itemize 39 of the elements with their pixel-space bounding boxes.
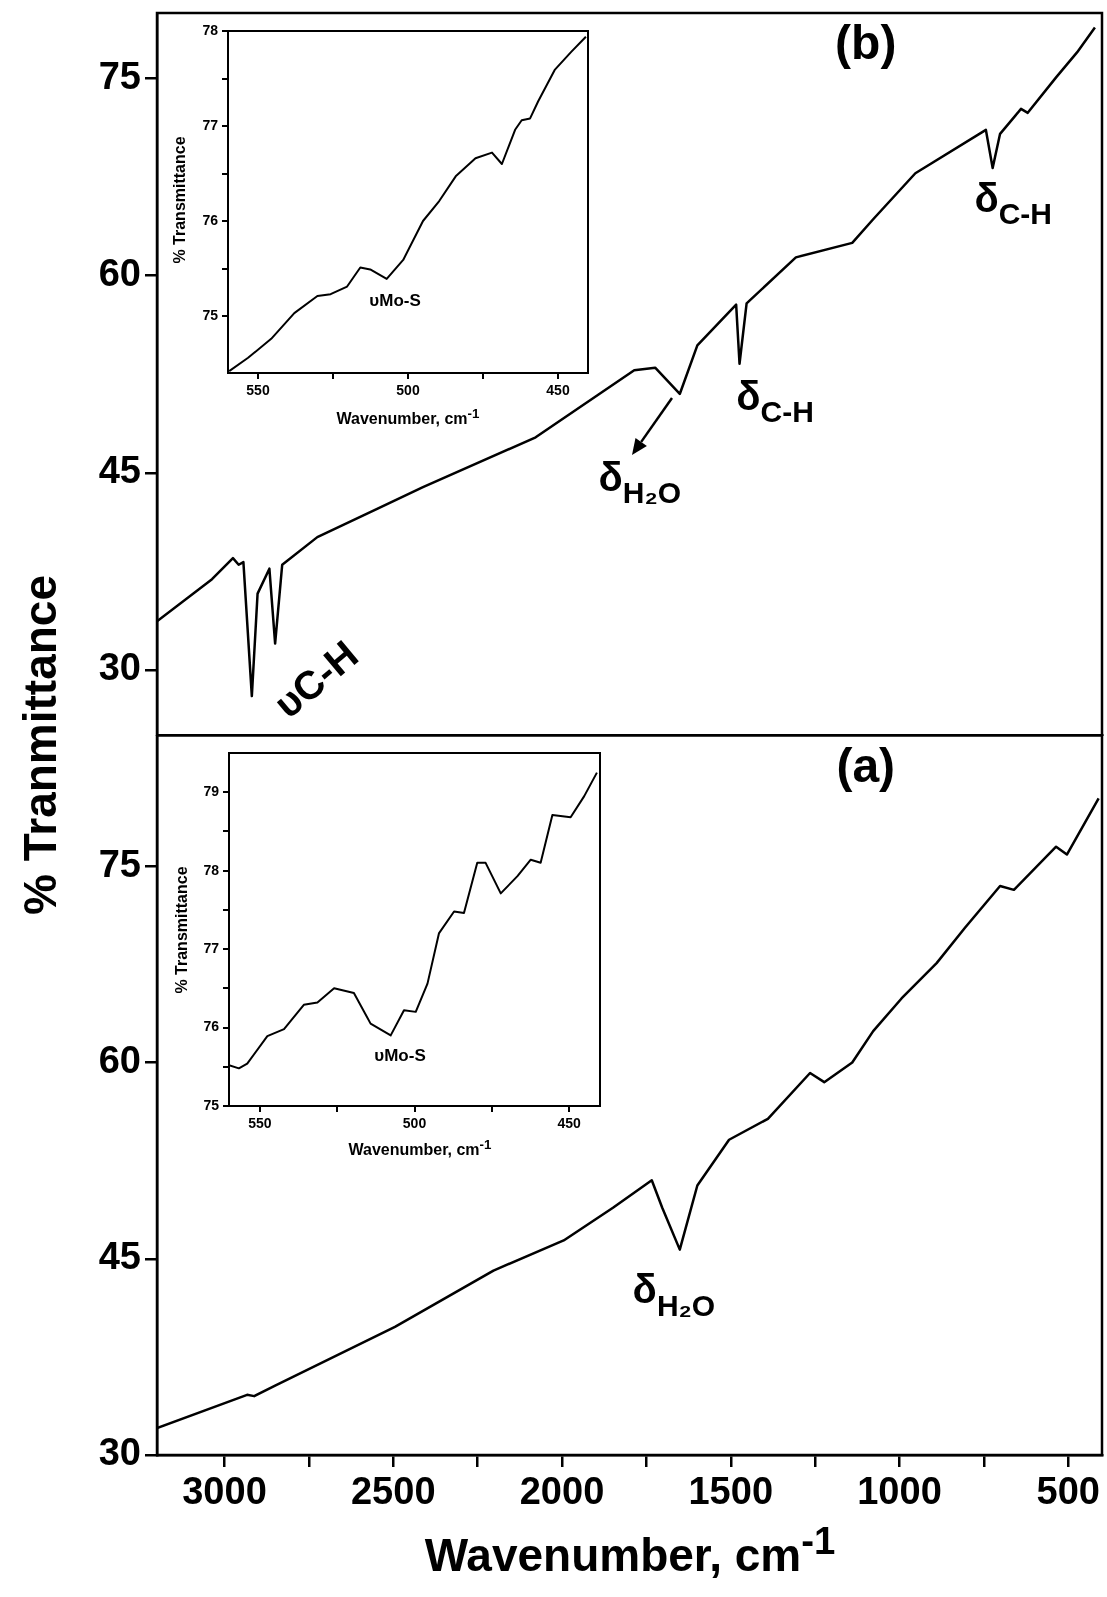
x-tick-label: 2500 [350, 1470, 436, 1513]
y-tick-label: 79 [203, 783, 220, 800]
y-tick-label: 60 [98, 252, 141, 295]
x-tick-label: 550 [246, 382, 270, 399]
y-tick-label: 45 [98, 449, 141, 492]
annotation: υMo-S [369, 291, 421, 311]
x-axis-title: Wavenumber, cm$^{-1}$ [348, 1136, 492, 1159]
x-axis-title: Wavenumber, cm$^{-1}$ [336, 405, 480, 428]
y-tick-label: 77 [202, 116, 219, 133]
x-tick-label: 450 [546, 382, 570, 399]
x-tick-label: 1500 [688, 1470, 774, 1513]
y-tick-label: 75 [203, 1096, 220, 1113]
y-axis-title: % Transmittance [171, 136, 188, 264]
y-tick-label: 76 [203, 1018, 220, 1035]
chart-title: (a) [836, 738, 896, 792]
x-tick-label: 1000 [857, 1470, 942, 1513]
chart-title: (b) [835, 16, 897, 70]
y-axis-title: % Tranmittance [14, 575, 66, 915]
y-tick-label: 75 [98, 55, 141, 98]
y-tick-label: 75 [202, 306, 219, 323]
x-tick-label: 500 [402, 1115, 427, 1132]
x-tick-label: 550 [248, 1115, 272, 1132]
x-tick-label: 2000 [519, 1470, 605, 1513]
y-tick-label: 30 [98, 1431, 141, 1474]
y-axis-title: % Transmittance [173, 866, 190, 994]
y-tick-label: 30 [98, 646, 141, 689]
y-tick-label: 76 [202, 211, 219, 228]
y-tick-label: 78 [202, 21, 219, 38]
y-tick-label: 60 [98, 1039, 141, 1082]
annotation: υMo-S [374, 1046, 426, 1066]
x-tick-label: 500 [396, 382, 420, 399]
x-tick-label: 3000 [182, 1470, 267, 1513]
y-tick-label: 45 [98, 1235, 141, 1278]
y-tick-label: 75 [98, 842, 141, 885]
y-tick-label: 78 [203, 861, 220, 878]
x-axis-title: Wavenumber, cm$^{-1}$ [424, 1519, 836, 1581]
x-tick-label: 450 [557, 1115, 581, 1132]
y-tick-label: 77 [203, 939, 220, 956]
x-tick-label: 500 [1036, 1470, 1100, 1513]
